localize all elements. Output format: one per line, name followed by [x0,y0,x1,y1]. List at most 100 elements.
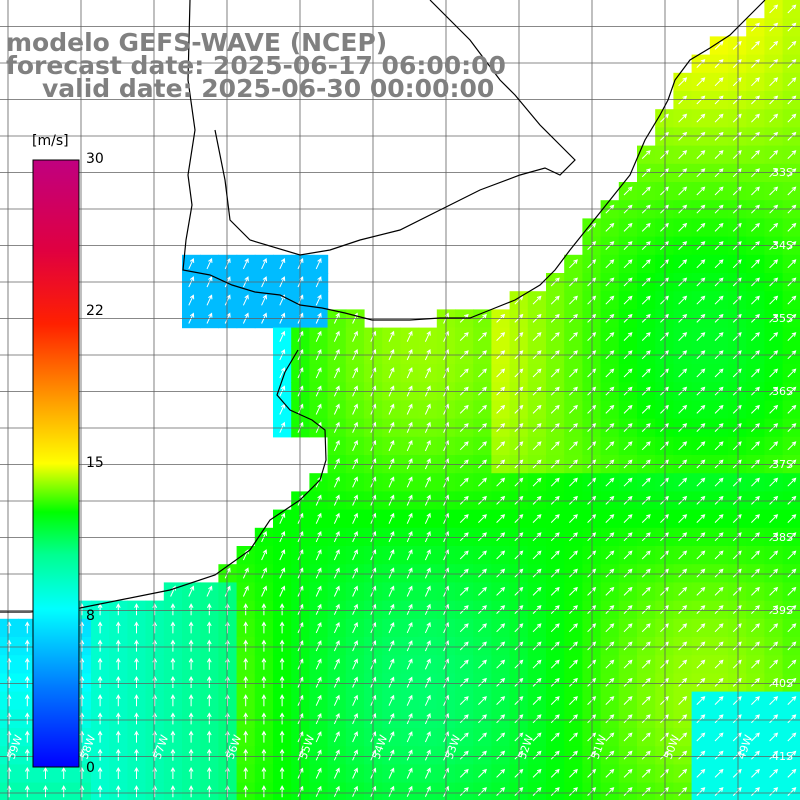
wave-arrow [605,750,615,760]
wave-arrow [714,677,724,687]
wave-arrow [751,605,760,614]
wave-arrow [732,295,742,305]
wave-arrow [714,186,724,196]
wave-arrow [769,750,779,760]
wave-arrow [696,623,706,633]
wave-arrow [496,696,506,705]
colorbar-tick: 15 [86,455,104,471]
wave-arrow [315,257,322,270]
wave-arrow [587,332,597,341]
wave-arrow [459,368,469,378]
wave-arrow [660,732,669,742]
wave-arrow [641,495,651,505]
wave-arrow [587,787,597,796]
wave-arrow [732,332,742,341]
wave-arrow [134,730,139,743]
wave-arrow [732,150,742,159]
wave-arrow [605,222,615,232]
wave-arrow [152,675,158,688]
wave-arrow [406,367,413,379]
wave-arrow [97,785,103,798]
wave-arrow [388,676,395,688]
wave-arrow [315,767,322,779]
wave-arrow [352,512,358,524]
wave-arrow [641,514,651,523]
wave-arrow [478,586,487,596]
wave-arrow [279,585,286,597]
wave-arrow [24,730,30,743]
wave-arrow [134,621,139,634]
forecast-date: forecast date: 2025-06-17 06:00:00 [6,51,506,80]
wave-arrow [279,748,285,761]
wave-arrow [152,748,158,761]
wave-arrow [188,785,194,798]
wave-arrow [641,714,651,724]
wave-arrow [623,477,633,487]
wave-arrow [315,512,322,524]
wave-arrow [315,567,322,579]
wave-arrow [587,586,597,596]
wave-arrow [605,677,615,687]
wave-arrow [97,766,103,779]
wave-arrow [315,658,322,670]
wave-arrow [279,403,286,415]
wave-arrow [134,785,139,798]
wave-arrow [605,441,615,451]
wave-arrow [660,259,669,269]
wave-arrow [623,605,633,614]
wave-arrow [751,677,760,687]
wave-arrow [587,495,597,505]
wave-arrow [206,675,212,688]
wave-arrow [605,550,615,560]
wave-arrow [678,568,688,578]
wave-arrow [97,748,103,761]
wave-arrow [751,441,760,451]
wave-arrow [424,731,431,743]
wave-arrow [751,714,760,724]
wave-arrow [732,787,742,796]
wave-arrow [279,639,285,652]
wave-arrow [134,639,139,652]
wave-arrow [115,785,121,798]
wave-arrow [696,477,706,487]
wave-arrow [769,605,779,614]
wave-arrow [714,441,724,451]
wave-arrow [170,766,176,779]
wave-arrow [751,623,760,633]
wave-arrow [333,549,340,561]
wave-arrow [714,495,724,505]
wave-arrow [532,495,542,505]
wave-arrow [496,623,506,633]
wave-arrow [459,659,469,669]
wave-arrow [152,730,158,743]
wave-arrow [532,768,542,778]
wave-arrow [732,441,742,451]
latitude-label: 35S [772,312,793,325]
wave-arrow [406,549,413,561]
wave-arrow [660,696,669,705]
wave-arrow [787,641,797,651]
latitude-label: 40S [772,677,793,690]
wave-arrow [388,749,395,761]
wave-arrow [496,532,506,542]
wave-arrow [115,657,121,670]
wave-arrow [532,295,542,305]
wave-arrow [787,150,797,159]
wave-arrow [732,131,742,141]
wave-arrow [569,259,578,269]
wave-arrow [641,750,651,760]
wave-arrow [115,766,121,779]
wave-arrow [532,714,542,724]
wave-arrow [225,730,230,743]
wave-arrow [206,657,212,670]
wave-arrow [550,677,560,687]
uruguay-border [214,0,576,256]
wave-arrow [279,330,286,342]
wave-arrow [478,659,487,669]
wave-arrow [188,294,195,306]
wave-arrow [623,696,633,705]
wave-arrow [459,641,469,651]
wave-arrow [587,659,597,669]
wave-arrow [152,603,158,616]
wave-arrow [696,696,706,705]
